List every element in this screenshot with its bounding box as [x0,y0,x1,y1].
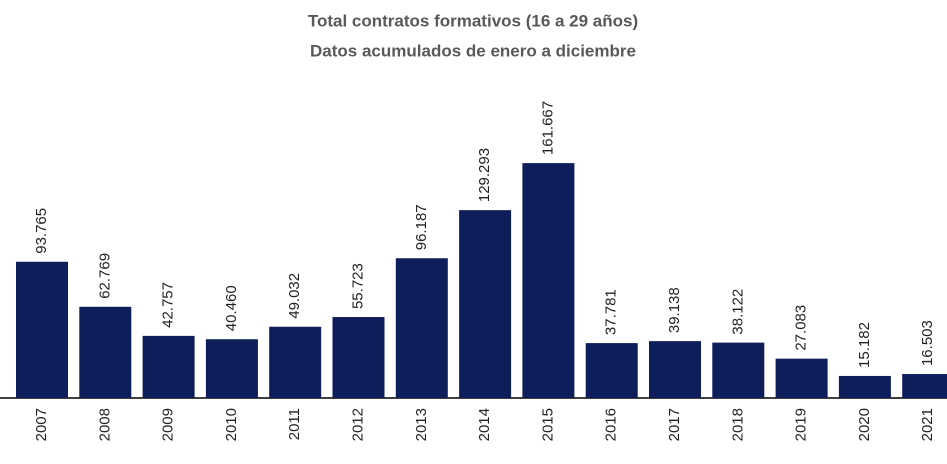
bar [269,326,322,398]
bar [775,358,828,398]
bar [459,210,512,398]
bar [395,258,448,398]
x-tick-label: 2020 [856,408,873,441]
chart-title: Total contratos formativos (16 a 29 años… [308,11,638,30]
bar [649,341,701,398]
value-label: 16.503 [919,320,936,366]
x-tick-label: 2018 [729,408,746,441]
value-label: 129.293 [476,148,493,202]
x-tick-label: 2014 [476,408,493,441]
value-label: 62.769 [96,253,113,299]
x-tick-label: 2010 [223,408,240,441]
value-label: 161.667 [539,101,556,155]
value-label: 93.765 [33,208,50,254]
chart-subtitle: Datos acumulados de enero a diciembre [310,41,636,60]
x-tick-label: 2007 [33,408,50,441]
x-tick-label: 2009 [160,408,177,441]
bar [332,317,385,398]
value-label: 38.122 [729,289,746,335]
bar [79,306,132,398]
bar [16,261,68,398]
x-tick-label: 2008 [96,408,113,441]
x-tick-label: 2013 [413,408,430,441]
bar [142,335,195,398]
value-label: 39.138 [666,287,683,333]
x-tick-label: 2017 [666,408,683,441]
bar [712,342,765,398]
value-label: 96.187 [413,204,430,250]
x-tick-label: 2016 [603,408,620,441]
bar [205,339,258,398]
value-label: 15.182 [856,322,873,368]
value-label: 27.083 [793,305,810,351]
bar [902,374,947,398]
bar [838,375,891,398]
x-tick-label: 2021 [919,408,936,441]
value-label: 40.460 [223,285,240,331]
bar [585,343,638,398]
value-label: 49.032 [286,273,303,319]
value-label: 55.723 [349,263,366,309]
bar [522,163,575,398]
x-tick-label: 2011 [286,408,303,440]
x-tick-label: 2019 [793,408,810,441]
x-tick-label: 2012 [349,408,366,441]
x-tick-label: 2015 [539,408,556,441]
value-label: 42.757 [160,282,177,328]
value-label: 37.781 [603,289,620,335]
